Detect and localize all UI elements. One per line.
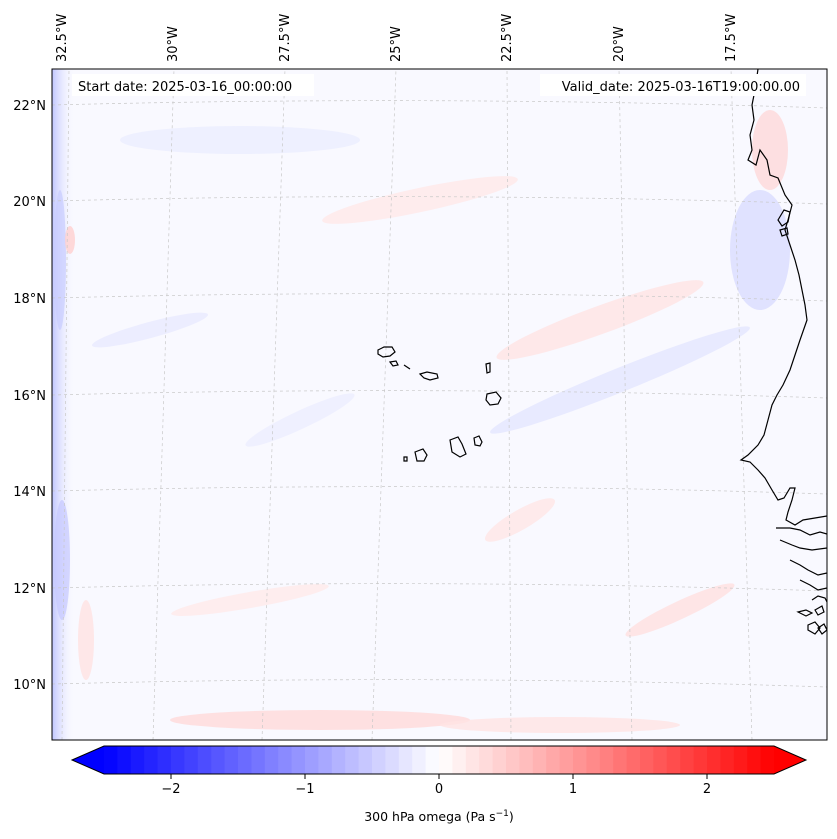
lat-tick-12n: 12°N xyxy=(13,582,46,597)
cape-verde-islands xyxy=(377,346,502,462)
colorbar-cell xyxy=(492,746,507,774)
colorbar-cell xyxy=(733,746,748,774)
valid-date-box xyxy=(540,74,806,96)
colorbar-cell xyxy=(559,746,574,774)
latitude-ticks: 22°N 20°N 18°N 16°N 14°N 12°N 10°N xyxy=(13,99,46,693)
map-frame xyxy=(51,68,828,741)
colorbar-cell xyxy=(130,746,145,774)
colorbar-cell xyxy=(707,746,721,774)
colorbar-cell xyxy=(693,746,708,774)
colorbar-cell xyxy=(720,746,735,774)
colorbar-cell xyxy=(291,746,306,774)
colorbar-cell xyxy=(278,746,293,774)
colorbar-cell xyxy=(197,746,212,774)
colorbar-cell xyxy=(318,746,333,774)
lat-tick-16n: 16°N xyxy=(13,389,46,404)
omega-field xyxy=(52,69,827,740)
colorbar-cell xyxy=(264,746,279,774)
lon-tick-27-5w: 27.5°W xyxy=(278,14,293,62)
lat-tick-20n: 20°N xyxy=(13,195,46,210)
colorbar-extend-high xyxy=(774,746,806,774)
colorbar-tick-label: 0 xyxy=(435,782,443,797)
colorbar-cell xyxy=(506,746,520,774)
colorbar-ticks: −2 −1 0 1 2 xyxy=(161,774,711,797)
colorbar-cell xyxy=(573,746,587,774)
africa-coastline xyxy=(739,69,827,635)
colorbar-tick-label: −2 xyxy=(161,782,180,797)
colorbar-cell xyxy=(372,746,386,774)
colorbar-cell xyxy=(224,746,239,774)
colorbar-tick-label: 1 xyxy=(569,782,577,797)
colorbar-cell xyxy=(104,746,118,774)
lon-tick-17-5w: 17.5°W xyxy=(724,14,739,62)
colorbar-outline xyxy=(70,745,808,775)
colorbar-cell xyxy=(439,746,453,774)
colorbar-cell xyxy=(425,746,440,774)
colorbar-cell xyxy=(251,746,266,774)
colorbar-cell xyxy=(157,746,172,774)
lat-tick-18n: 18°N xyxy=(13,292,46,307)
colorbar-cell xyxy=(479,746,494,774)
lat-tick-14n: 14°N xyxy=(13,485,46,500)
map-panel: Start date: 2025-03-16_00:00:00 Valid_da… xyxy=(51,68,828,741)
lon-tick-25w: 25°W xyxy=(389,26,404,62)
valid-date-label: Valid_date: 2025-03-16T19:00:00.00 xyxy=(562,80,800,95)
colorbar-cell xyxy=(358,746,373,774)
colorbar-cell xyxy=(586,746,601,774)
colorbar-cell xyxy=(653,746,668,774)
colorbar-cell xyxy=(144,746,159,774)
colorbar-cell xyxy=(331,746,346,774)
colorbar-cell xyxy=(412,746,427,774)
colorbar-cell xyxy=(345,746,360,774)
colorbar-cell xyxy=(747,746,762,774)
lon-tick-30w: 30°W xyxy=(166,26,181,62)
lat-tick-22n: 22°N xyxy=(13,99,46,114)
colorbar-cell xyxy=(305,746,319,774)
colorbar-tick-label: 2 xyxy=(703,782,711,797)
colorbar-cell xyxy=(465,746,480,774)
colorbar-cell xyxy=(452,746,467,774)
lon-tick-32-5w: 32.5°W xyxy=(55,14,70,62)
colorbar-cell xyxy=(680,746,695,774)
colorbar-cell xyxy=(640,746,654,774)
colorbar-cell xyxy=(117,746,132,774)
start-date-box xyxy=(72,74,314,96)
colorbar-cell xyxy=(171,746,185,774)
colorbar-cell xyxy=(238,746,252,774)
graticule xyxy=(52,69,827,740)
colorbar-cell xyxy=(385,746,400,774)
colorbar-cell xyxy=(599,746,614,774)
colorbar-cell xyxy=(626,746,641,774)
colorbar-cell xyxy=(184,746,199,774)
colorbar-tick-label: −1 xyxy=(295,782,314,797)
colorbar-label: 300 hPa omega (Pa s−1) xyxy=(364,809,514,824)
colorbar-cells xyxy=(104,746,775,774)
colorbar-cell xyxy=(519,746,534,774)
colorbar-extend-low xyxy=(72,746,104,774)
colorbar-cell xyxy=(532,746,547,774)
colorbar-cell xyxy=(613,746,628,774)
colorbar-cell xyxy=(398,746,413,774)
lon-tick-22-5w: 22.5°W xyxy=(500,14,515,62)
colorbar-cell xyxy=(546,746,561,774)
lat-tick-10n: 10°N xyxy=(13,678,46,693)
colorbar: −2 −1 0 1 2 300 hPa omega (Pa s−1) xyxy=(70,745,808,824)
start-date-label: Start date: 2025-03-16_00:00:00 xyxy=(78,80,292,95)
longitude-ticks: 32.5°W 30°W 27.5°W 25°W 22.5°W 20°W 17.5… xyxy=(55,14,739,62)
colorbar-cell xyxy=(666,746,681,774)
colorbar-cell xyxy=(760,746,775,774)
colorbar-cell xyxy=(211,746,226,774)
lon-tick-20w: 20°W xyxy=(612,26,627,62)
